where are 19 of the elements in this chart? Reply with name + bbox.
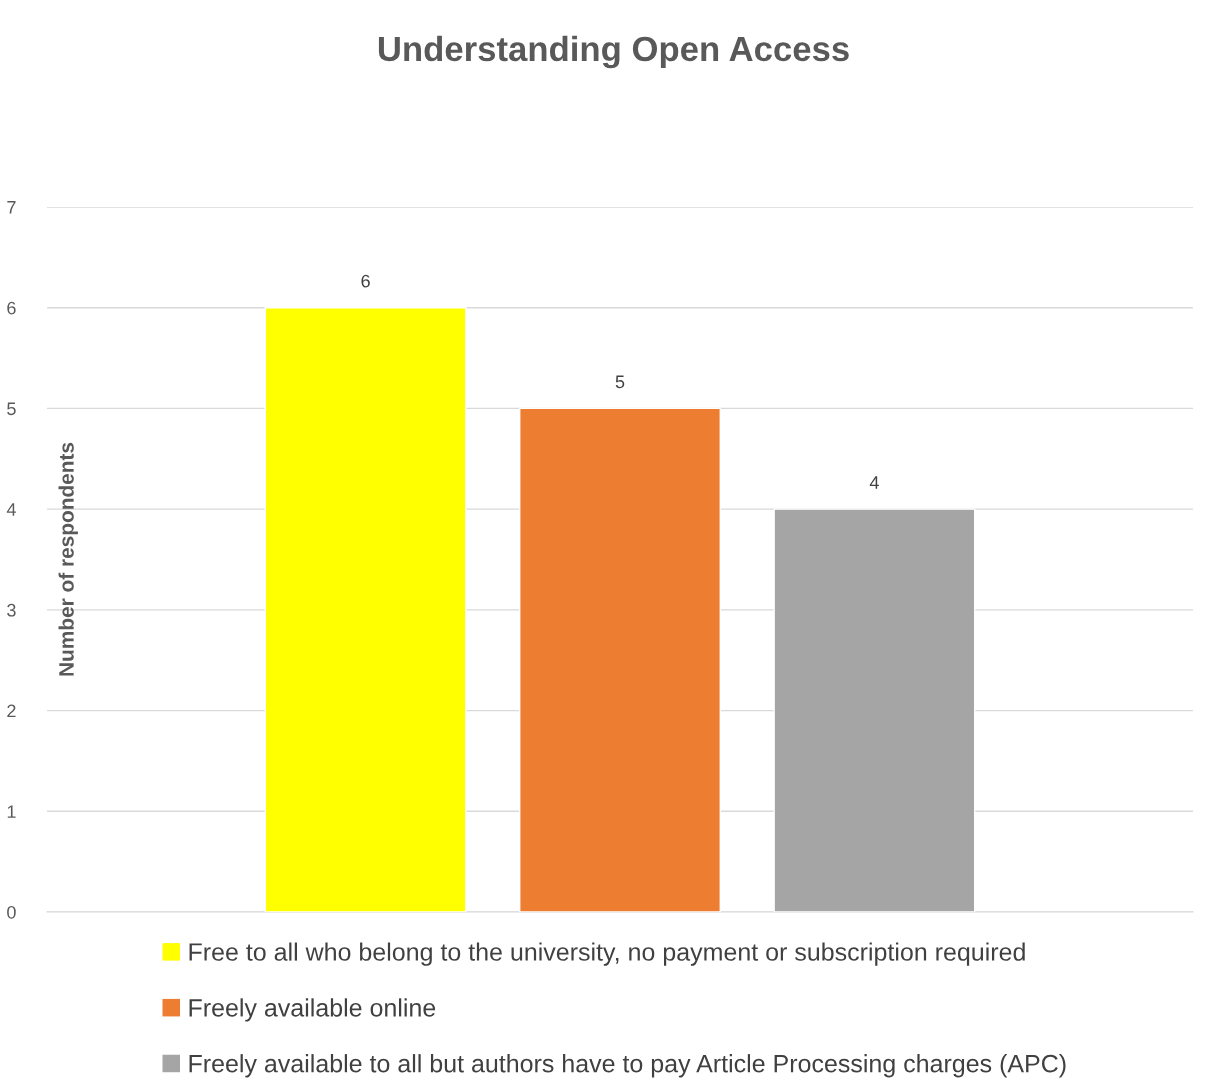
data-label: 6 [361,274,370,288]
legend-label: Freely available online [189,998,436,1022]
data-label: 5 [615,375,625,389]
y-tick-label: 3 [7,603,16,617]
y-tick-label: 6 [7,301,16,315]
data-label: 4 [869,476,879,489]
y-axis-title: Number of respondents [58,442,78,676]
bar [264,307,467,912]
legend-label: Freely available to all but authors have to pay Article Processing charges (APC) [189,1054,1066,1078]
legend-label: Free to all who belong to the university, no payment or subscription required [189,942,1025,966]
y-tick-label: 2 [7,704,16,718]
chart-title: Understanding Open Access [378,35,849,69]
bar [773,508,976,912]
y-tick-label: 4 [6,503,16,516]
y-tick-label: 7 [7,201,16,214]
bar [519,407,721,912]
y-tick-label: 5 [7,402,16,416]
y-tick-label: 0 [7,905,16,919]
y-tick-label: 1 [7,805,16,818]
